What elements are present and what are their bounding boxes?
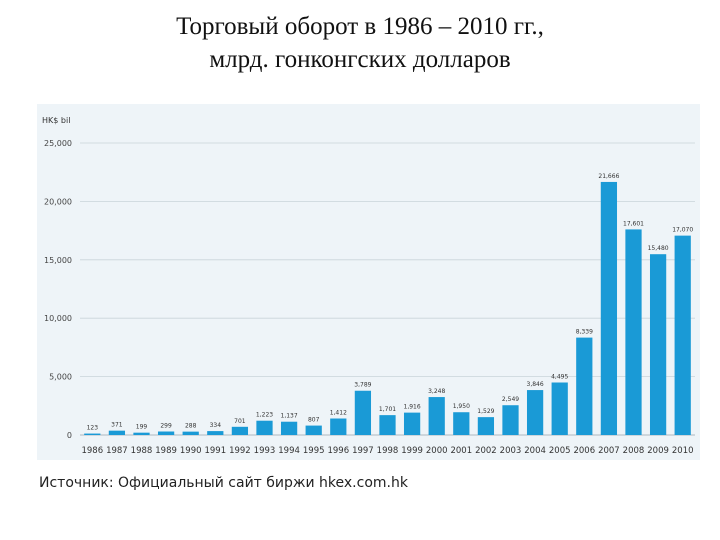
bar: [649, 254, 667, 435]
x-tick-label: 1986: [81, 446, 103, 456]
bar-chart: HK$ bil 0 5,000 10,000 15,000 20,000 25,000 123…: [42, 116, 695, 456]
bar: [330, 418, 347, 435]
bar: [305, 425, 322, 435]
bar-value-label: 2,549: [502, 396, 519, 403]
slide-title: Торговый оборот в 1986 – 2010 гг., млрд.…: [0, 10, 720, 76]
bar-value-label: 3,248: [428, 388, 445, 395]
y-tick-label: 10,000: [44, 314, 72, 323]
bar-value-label: 1,137: [281, 413, 298, 420]
bar: [354, 390, 372, 435]
bar: [157, 431, 175, 435]
x-tick-label: 1989: [155, 446, 177, 456]
bar: [576, 337, 593, 435]
bar-value-label: 807: [308, 417, 320, 424]
bar-value-label: 17,601: [623, 220, 644, 227]
x-tick-label: 2006: [573, 446, 595, 456]
bar: [280, 421, 298, 435]
bar-value-label: 334: [210, 422, 222, 429]
bar-value-label: 1,701: [379, 406, 396, 413]
bar: [453, 412, 470, 435]
x-tick-label: 2009: [647, 446, 669, 456]
slide-title-line-2: млрд. гонконгских долларов: [209, 46, 511, 73]
bar: [428, 397, 445, 435]
x-tick-label: 1990: [180, 446, 202, 456]
bar-value-label: 17,070: [672, 227, 693, 234]
bar-value-label: 701: [234, 418, 246, 425]
x-tick-label: 1994: [278, 446, 300, 456]
x-tick-label: 2005: [549, 446, 571, 456]
x-tick-label: 2003: [500, 446, 522, 456]
bar-value-label: 1,223: [256, 412, 273, 419]
bar: [256, 420, 273, 435]
y-tick-label: 0: [67, 431, 72, 440]
x-tick-label: 1996: [327, 446, 349, 456]
bar: [600, 181, 618, 435]
x-tick-label: 2002: [475, 446, 497, 456]
x-tick-label: 1993: [254, 446, 276, 456]
bar: [108, 430, 126, 435]
x-tick-label: 2008: [623, 446, 645, 456]
bar-value-label: 15,480: [648, 245, 669, 252]
bar: [526, 390, 544, 435]
x-tick-label: 1991: [204, 446, 226, 456]
bar-value-label: 21,666: [598, 173, 619, 180]
y-axis-label: HK$ bil: [42, 116, 70, 125]
bar: [674, 235, 691, 435]
bar: [379, 415, 396, 435]
x-tick-label: 1987: [106, 446, 128, 456]
y-tick-label: 25,000: [44, 139, 72, 148]
bar-value-label: 123: [87, 425, 99, 432]
bar: [207, 431, 224, 435]
bar: [403, 412, 421, 435]
bar-value-label: 4,495: [551, 373, 568, 380]
bar: [84, 433, 101, 435]
bar-value-label: 8,339: [576, 329, 593, 336]
bar: [502, 405, 519, 435]
bar-value-label: 1,916: [404, 404, 421, 411]
x-tick-label: 1999: [401, 446, 423, 456]
x-tick-label: 1988: [131, 446, 153, 456]
x-tick-label: 1997: [352, 446, 374, 456]
x-tick-label: 1998: [377, 446, 399, 456]
bar-value-label: 3,846: [527, 381, 544, 388]
bar-value-label: 288: [185, 423, 197, 430]
x-tick-label: 2010: [672, 446, 694, 456]
y-tick-label: 15,000: [44, 256, 72, 265]
x-tick-label: 1992: [229, 446, 251, 456]
y-tick-label: 20,000: [44, 197, 72, 206]
source-note: Источник: Официальный сайт биржи hkex.co…: [39, 475, 408, 491]
bar-value-label: 1,529: [477, 408, 494, 415]
x-tick-label: 2004: [524, 446, 546, 456]
bar: [477, 417, 495, 435]
bar-value-label: 371: [111, 422, 123, 429]
bar: [551, 382, 568, 435]
bar-value-label: 299: [160, 423, 172, 430]
x-tick-label: 1995: [303, 446, 325, 456]
bar-value-label: 199: [136, 424, 148, 431]
bar-value-label: 1,950: [453, 403, 470, 410]
slide-title-line-1: Торговый оборот в 1986 – 2010 гг.,: [176, 13, 544, 40]
x-tick-label: 2001: [450, 446, 472, 456]
x-tick-label: 2000: [426, 446, 448, 456]
bar: [133, 432, 150, 435]
bar: [231, 426, 249, 435]
bar: [182, 431, 199, 435]
bar-value-label: 1,412: [330, 410, 347, 417]
chart-area: HK$ bil 0 5,000 10,000 15,000 20,000 25,000 123…: [37, 104, 700, 460]
x-tick-label: 2007: [598, 446, 620, 456]
bar: [625, 229, 642, 435]
bar-value-label: 3,789: [354, 382, 371, 389]
y-tick-label: 5,000: [49, 373, 72, 382]
